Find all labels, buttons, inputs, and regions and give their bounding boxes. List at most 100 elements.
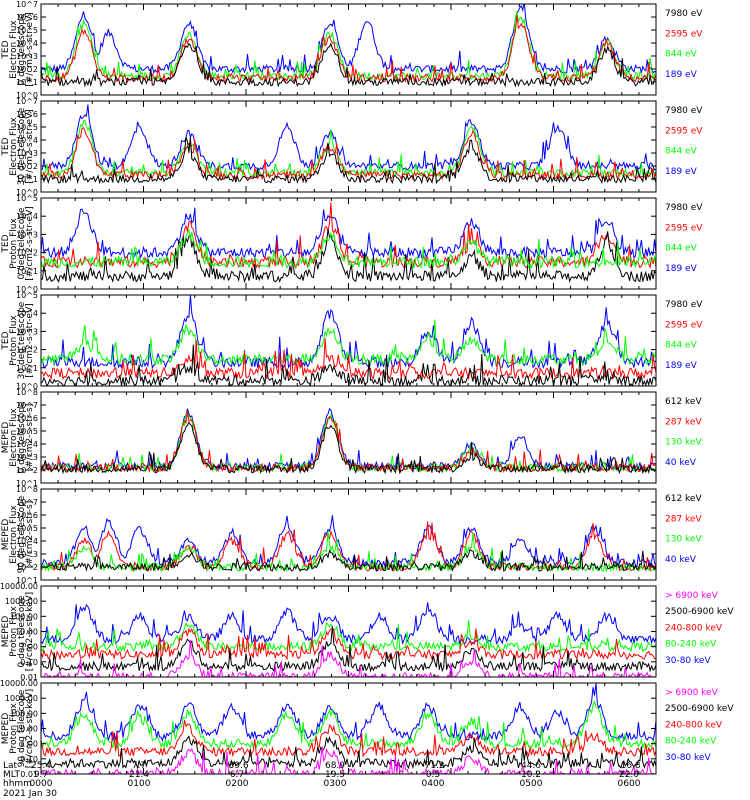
series-trace-3 [41,719,656,758]
hhmm-row-label: hhmm [3,779,32,789]
y-axis-label: 0 deg telescope [17,401,27,473]
hhmm-tick-label: 0600 [618,779,641,789]
lat-tick-label: 25.4 [31,761,51,771]
y-tick-label: 10^4 [16,136,38,145]
y-tick-label: 10^3 [16,52,38,61]
panel-frame [40,294,657,387]
y-tick-label: 10^2 [16,65,38,74]
y-tick-label: 10^1 [16,267,38,276]
series-trace-4 [41,344,656,386]
y-tick-label: 10^4 [16,440,38,449]
legend-entry: 30-80 keV [665,656,711,666]
panel-7: 0.01 0.10 1.00 10.00 100.00 1000.00 10000.00 ME… [0,582,734,682]
legend-entry: > 6900 keV [665,591,719,601]
y-axis-label: 0 deg telescope [17,13,27,85]
series-trace-1 [41,207,656,260]
series-trace-3 [41,627,656,661]
y-tick-label: 10^0 [16,188,38,197]
legend-entry: 7980 eV [665,106,703,116]
legend-entry: 2595 eV [665,126,703,136]
y-tick-label: 10^1 [16,364,38,373]
y-tick-label: 10^5 [16,194,38,203]
series-trace-4 [41,228,656,269]
series-trace-1 [41,295,656,370]
y-axis-label: Proton Flux [9,218,19,269]
mlt-tick-label: 22.0 [619,770,639,780]
lat-tick-label: -71.2 [421,761,444,771]
series-trace-4 [41,136,656,185]
y-axis-label: Proton Flux [9,703,19,754]
y-axis-label: Electron Flux [9,408,19,467]
legend-entry: 80-240 keV [665,640,717,650]
mlt-row-label: MLT [3,770,21,780]
hhmm-tick-label: 0000 [30,779,53,789]
y-tick-label: 10000.00 [0,582,38,591]
panel-1: 10^0 10^1 10^2 10^3 10^4 10^5 10^6 10^7 TEDElect… [1,0,703,100]
legend-entry: 844 eV [665,147,698,157]
series-trace-1 [41,683,656,743]
y-tick-label: 10^4 [16,309,38,318]
y-tick-label: 0.01 [20,673,38,682]
panel-8: 0.01 0.10 1.00 10.00 100.00 1000.00 10000.00 ME… [0,679,734,779]
y-axis-label: MEPED [1,519,11,551]
series-trace-4 [41,42,656,88]
lat-tick-label: 7.7 [132,761,146,771]
series-trace-1 [41,602,656,646]
y-tick-label: 10^6 [16,414,38,423]
y-tick-label: 10.00 [15,725,38,734]
panel-5: 10^1 10^2 10^3 10^4 10^5 10^6 10^7 10^8 MEPEDEle… [1,388,702,488]
mlt-tick-label: 9.7 [34,770,48,780]
y-tick-label: 10^6 [16,511,38,520]
y-axis-label: [#/cm2-s-str-s] [25,404,35,472]
y-tick-label: 10^1 [16,479,38,488]
legend-entry: 612 keV [665,397,702,407]
y-axis-label: [#/cm2-s-str-keV] [25,592,35,671]
panel-2: 10^0 10^1 10^2 10^3 10^4 10^5 10^6 10^7 TEDElect… [1,97,703,197]
hhmm-tick-label: 0500 [520,779,543,789]
legend-entry: > 6900 keV [665,688,719,698]
y-axis-label: [#/cm2-s-str-eV] [25,206,35,281]
y-axis-label: Electron Flux [9,505,19,564]
date-label: 2021 Jan 30 [3,789,57,799]
legend-entry: 189 eV [665,264,698,274]
y-tick-label: 10^0 [16,382,38,391]
legend-entry: 7980 eV [665,203,703,213]
y-tick-label: 10^3 [16,550,38,559]
hhmm-tick-label: 0300 [324,779,347,789]
legend-entry: 40 keV [665,555,697,565]
panels-group: 10^010^110^210^310^410^510^610^7TEDElect… [0,0,734,779]
series-trace-1 [41,104,656,172]
lat-tick-label: -16.8 [617,761,641,771]
y-tick-label: 10.00 [15,628,38,637]
legend-entry: 189 eV [665,70,698,80]
lat-tick-label: 44.6 [521,761,541,771]
series-trace-1 [41,515,656,569]
y-axis-label: 90 deg telescope [17,689,27,767]
y-tick-label: 10^2 [16,162,38,171]
y-tick-label: 10^3 [16,327,38,336]
y-tick-label: 10^3 [16,149,38,158]
series-trace-2 [41,119,656,179]
legend-entry: 287 keV [665,417,702,427]
y-axis-label: [#/cm2-s-str-eV] [25,303,35,378]
y-tick-label: 10^0 [16,91,38,100]
legend-entry: 2500-6900 keV [665,704,734,714]
hhmm-tick-label: 0400 [422,779,445,789]
y-axis-label: 90 deg telescope [17,495,27,573]
y-tick-label: 10^5 [16,291,38,300]
y-tick-label: 10^5 [16,26,38,35]
series-trace-3 [41,531,656,573]
legend-entry: 130 keV [665,438,702,448]
y-axis-label: [#/cm2-s-str-keV] [25,689,35,768]
y-axis-label: Electron Flux [9,20,19,79]
legend-entry: 287 keV [665,514,702,524]
legend-entry: 2500-6900 keV [665,607,734,617]
y-tick-label: 10^2 [16,346,38,355]
mlt-tick-label: 21.4 [129,770,149,780]
legend-entry: 40 keV [665,458,697,468]
y-tick-label: 10^3 [16,453,38,462]
y-tick-label: 10^7 [16,498,38,507]
y-tick-label: 10^4 [16,212,38,221]
